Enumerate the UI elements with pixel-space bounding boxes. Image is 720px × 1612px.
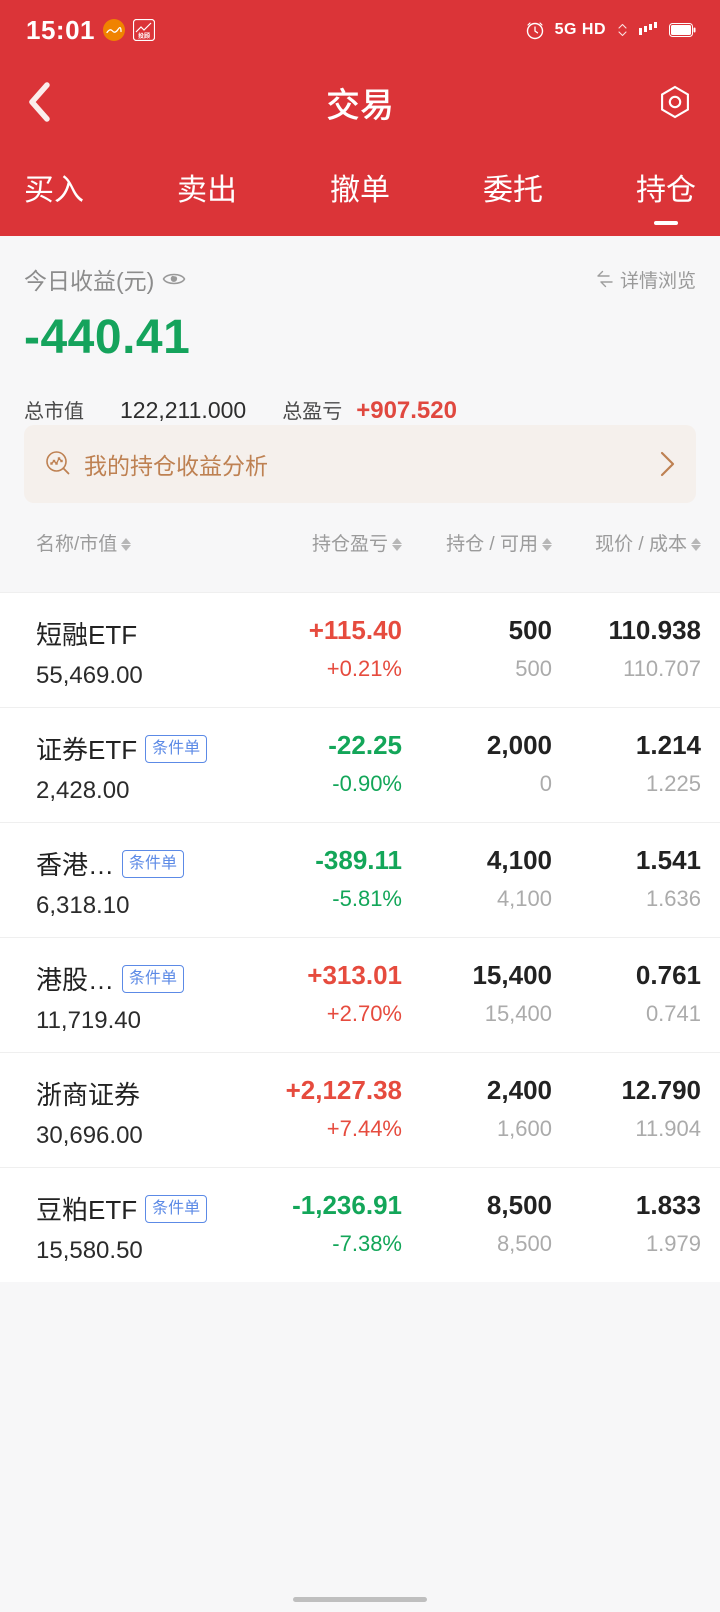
svg-text:投顾: 投顾 [138,32,150,40]
